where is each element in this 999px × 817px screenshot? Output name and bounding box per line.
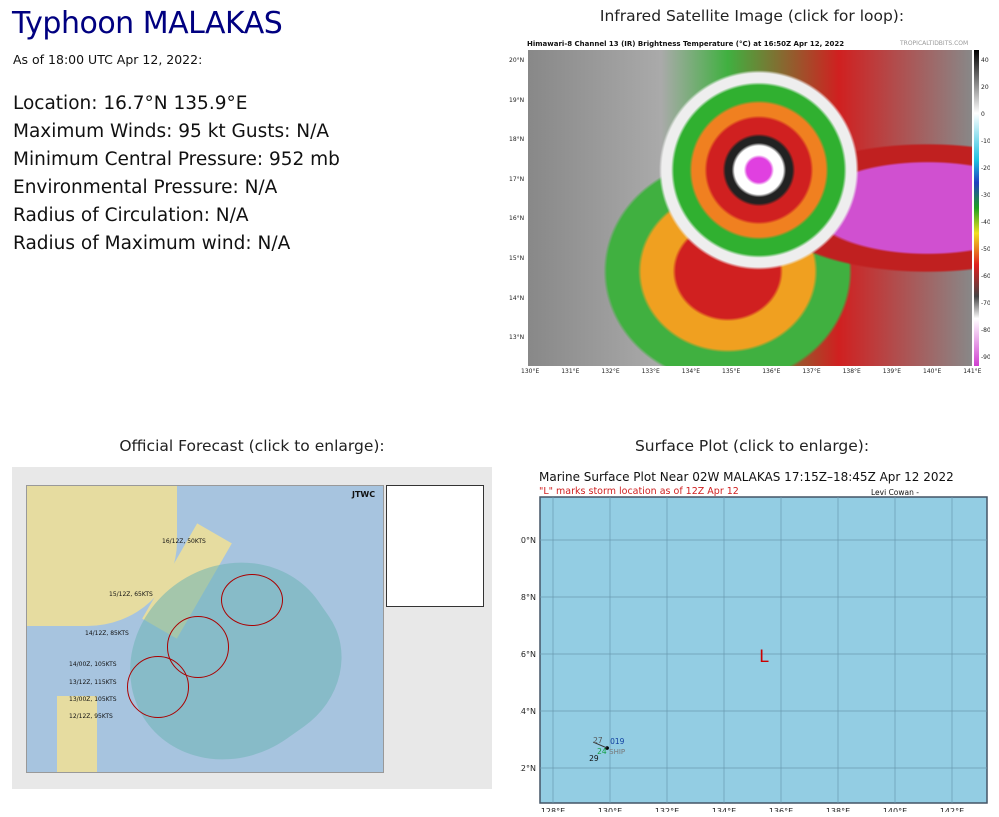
sat-lat-tick-label: 20°N [509, 57, 525, 64]
colorbar-tick-label: -90 [981, 354, 990, 361]
sat-lat-tick-label: 16°N [509, 215, 525, 223]
location: Location: 16.7°N 135.9°E [13, 93, 248, 114]
track-label: 13/12Z, 115KTS [69, 679, 117, 686]
wind-radii [167, 616, 229, 678]
colorbar-tick-label: -80 [981, 327, 990, 334]
sat-lat-tick-label: 13°N [509, 334, 525, 342]
sat-lon-tick-label: 139°E [882, 368, 902, 375]
wind-barb [592, 741, 608, 749]
colorbar [974, 50, 979, 366]
agency-label: JTWC [352, 490, 376, 499]
env-pressure: Environmental Pressure: N/A [13, 177, 278, 198]
radius-max-wind: Radius of Maximum wind: N/A [13, 233, 291, 254]
sat-lon-tick-label: 138°E [842, 368, 861, 375]
sat-lat-tick-label: 15°N [509, 255, 525, 262]
colorbar-tick-label: -70 [981, 300, 990, 307]
colorbar-tick-label: -20 [981, 165, 990, 172]
satellite-image-title: Himawari-8 Channel 13 (IR) Brightness Te… [527, 40, 845, 48]
satellite-heading: Infrared Satellite Image (click for loop… [599, 7, 905, 25]
radius-circulation: Radius of Circulation: N/A [13, 205, 249, 226]
lon-tick-label: 134°E [712, 807, 736, 812]
surface-image-link[interactable]: Marine Surface Plot Near 02W MALAKAS 17:… [520, 467, 990, 812]
forecast-map: JTWC 16/12Z, 50KTS 15/12Z, 65KTS 14/12Z,… [26, 485, 384, 789]
forecast-legend [386, 485, 484, 607]
land-philippines [57, 696, 97, 772]
track-label: 16/12Z, 50KTS [162, 538, 206, 545]
lat-tick-label: 20°N [520, 536, 536, 545]
track-label: 14/00Z, 105KTS [69, 661, 117, 668]
lat-tick-label: 18°N [520, 593, 536, 602]
sat-lon-tick-label: 133°E [641, 368, 660, 375]
colorbar-tick-label: 40 [981, 57, 989, 64]
ir-satellite-image [528, 50, 972, 366]
storm-location-marker: L [759, 647, 769, 667]
sat-lon-tick-label: 131°E [561, 368, 580, 375]
sat-lon-tick-label: 136°E [762, 368, 781, 375]
colorbar-tick-label: -60 [981, 273, 990, 280]
wind-radii [127, 656, 189, 718]
sat-lon-tick-label: 130°E [521, 368, 540, 375]
ship-id: SHIP [609, 748, 625, 756]
surface-plot: 20°N 18°N 16°N 14°N 12°N 128°E 130°E 132°E 134°E… [520, 496, 988, 812]
track-label: 15/12Z, 65KTS [109, 591, 153, 598]
colorbar-tick-label: 0 [981, 111, 985, 118]
lon-tick-label: 130°E [598, 807, 622, 812]
sat-lat-tick-label: 18°N [509, 136, 525, 144]
sat-lon-tick-label: 140°E [923, 368, 942, 375]
track-label: 12/12Z, 95KTS [69, 713, 113, 720]
forecast-heading: Official Forecast (click to enlarge): [119, 437, 385, 455]
storm-details: Location: 16.7°N 135.9°E Maximum Winds: … [13, 90, 340, 258]
sat-lat-tick-label: 14°N [509, 294, 525, 302]
track-label: 14/12Z, 85KTS [85, 630, 129, 637]
surface-heading: Surface Plot (click to enlarge): [634, 437, 870, 455]
track-label: 13/00Z, 105KTS [69, 696, 117, 703]
colorbar-tick-label: -40 [981, 219, 990, 226]
ocean-area [539, 496, 988, 804]
satellite-credit: TROPICALTIDBITS.COM [900, 40, 969, 47]
ship-pressure: 019 [610, 737, 625, 746]
wind-radii [221, 574, 283, 626]
min-pressure: Minimum Central Pressure: 952 mb [13, 149, 340, 170]
sat-lon-tick-label: 134°E [681, 368, 701, 375]
lon-tick-label: 138°E [826, 807, 850, 812]
colorbar-tick-label: 20 [981, 84, 989, 91]
page-title: Typhoon MALAKAS [12, 6, 283, 41]
satellite-image-link[interactable]: Himawari-8 Channel 13 (IR) Brightness Te… [508, 38, 990, 378]
lon-tick-label: 142°E [940, 807, 964, 812]
sat-lat-tick-label: 19°N [509, 96, 525, 104]
forecast-image-link[interactable]: JTWC 16/12Z, 50KTS 15/12Z, 65KTS 14/12Z,… [12, 467, 492, 789]
lon-tick-label: 136°E [769, 807, 793, 812]
ship-dewpoint: 24 [597, 747, 607, 756]
sat-lon-tick-label: 137°E [802, 368, 821, 375]
surface-title: Marine Surface Plot Near 02W MALAKAS 17:… [539, 470, 954, 484]
sat-lon-tick-label: 132°E [601, 368, 620, 375]
ship-temperature: 27 [593, 736, 603, 745]
as-of-timestamp: As of 18:00 UTC Apr 12, 2022: [13, 52, 203, 67]
colorbar-tick-label: -30 [981, 192, 990, 199]
surface-note: "L" marks storm location as of 12Z Apr 1… [539, 486, 739, 497]
lat-tick-label: 12°N [520, 764, 536, 773]
colorbar-tick-label: -50 [981, 246, 990, 253]
sat-lon-tick-label: 135°E [722, 368, 741, 375]
ship-sst: 29 [589, 754, 599, 763]
lat-tick-label: 16°N [520, 650, 536, 659]
sat-lon-tick-label: 141°E [963, 368, 982, 375]
lat-tick-label: 14°N [520, 707, 536, 716]
max-winds: Maximum Winds: 95 kt Gusts: N/A [13, 121, 329, 142]
lon-tick-label: 140°E [883, 807, 907, 812]
lon-tick-label: 128°E [541, 807, 565, 812]
lon-tick-label: 132°E [655, 807, 679, 812]
colorbar-tick-label: -10 [981, 138, 990, 145]
sat-lat-tick-label: 17°N [509, 175, 525, 183]
